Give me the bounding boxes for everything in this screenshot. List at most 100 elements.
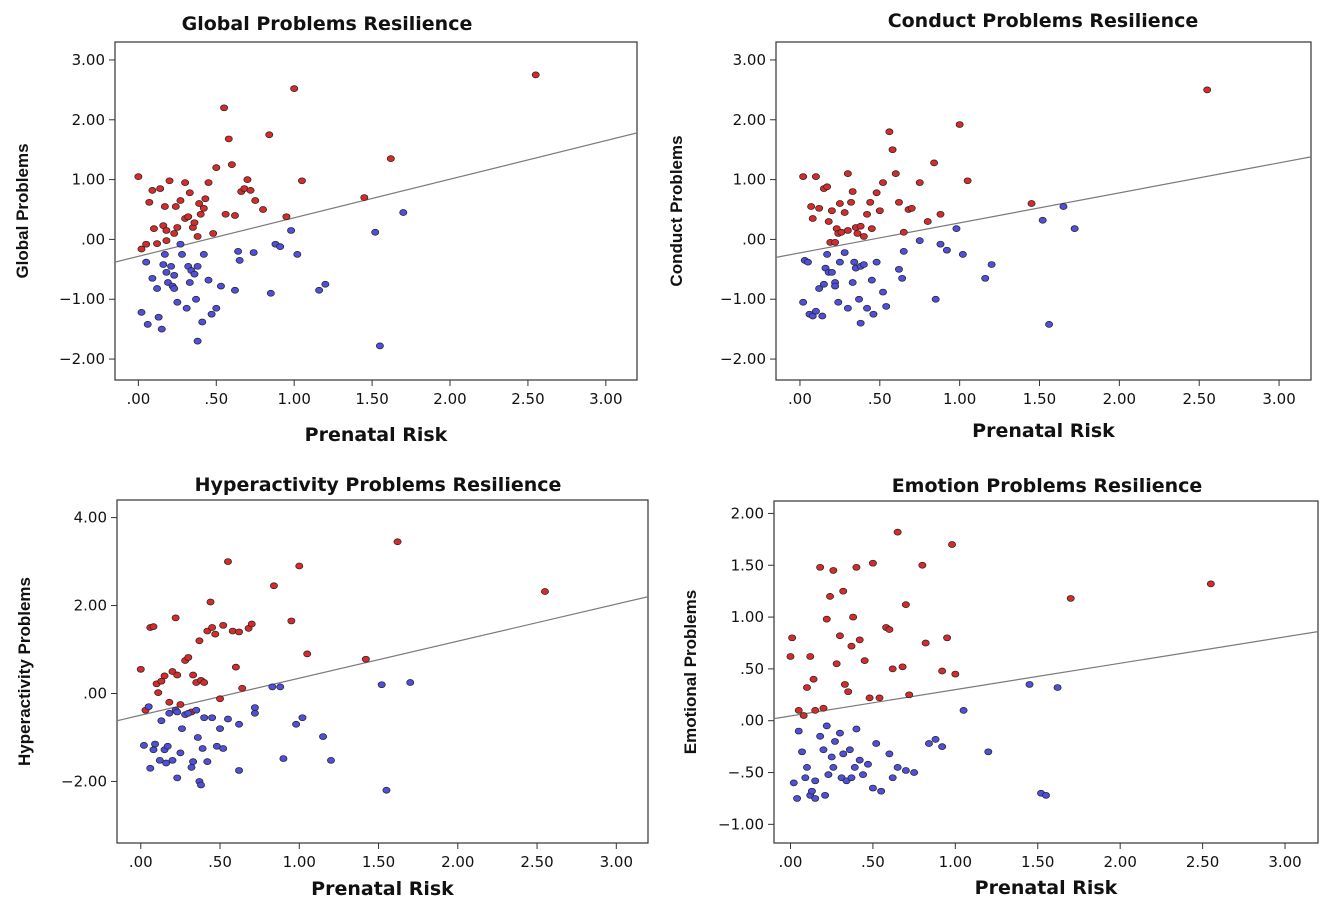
blue-data-point — [931, 736, 940, 743]
red-data-point — [298, 177, 306, 185]
blue-data-point — [268, 683, 277, 691]
red-data-point — [786, 653, 795, 660]
red-data-point — [867, 225, 876, 232]
blue-data-point — [157, 325, 166, 333]
red-data-point — [201, 195, 210, 203]
blue-data-point — [815, 285, 824, 292]
blue-data-point — [885, 750, 894, 758]
red-data-point — [181, 179, 190, 186]
x-tick-label: 2.00 — [1103, 390, 1136, 408]
red-data-point — [238, 684, 247, 692]
blue-data-point — [859, 771, 867, 778]
y-axis-label: Hyperactivity Problems — [15, 577, 34, 766]
blue-data-point — [162, 268, 171, 276]
regression-fit-line — [776, 156, 1311, 258]
chart-global-problems: Global Problems Resilience 3.00 2.00 1.00 .0… — [0, 0, 661, 450]
blue-data-point — [170, 285, 179, 292]
blue-data-point — [789, 779, 798, 787]
red-data-point — [393, 538, 402, 546]
plot-area-frame — [114, 41, 638, 381]
x-tick-label: 1.00 — [939, 853, 972, 871]
red-data-point — [541, 588, 549, 595]
red-data-point — [206, 598, 215, 606]
x-tick-label: .00 — [779, 853, 803, 871]
red-data-point — [221, 210, 230, 218]
blue-data-point — [845, 746, 854, 754]
red-data-point — [136, 665, 145, 673]
x-tick-label: 2.00 — [433, 390, 466, 408]
blue-data-point — [178, 251, 186, 258]
blue-data-point — [173, 774, 182, 782]
red-data-point — [808, 215, 817, 222]
red-data-point — [794, 706, 803, 714]
red-data-point — [1027, 200, 1036, 207]
red-data-point — [849, 613, 858, 621]
red-data-point — [282, 213, 291, 221]
red-data-point — [901, 601, 910, 608]
y-tick-label: 1.00 — [733, 171, 766, 189]
red-data-point — [171, 614, 180, 622]
blue-data-point — [224, 715, 232, 723]
blue-data-point — [959, 706, 968, 714]
blue-data-point — [852, 725, 861, 733]
red-data-point — [247, 620, 256, 628]
red-data-point — [224, 558, 232, 565]
red-data-point — [196, 210, 205, 218]
blue-data-point — [848, 279, 857, 286]
blue-data-point — [235, 720, 244, 728]
x-tick-label: 1.50 — [355, 390, 388, 408]
red-data-point — [865, 694, 874, 702]
blue-data-point — [822, 722, 831, 730]
blue-data-point — [319, 733, 328, 740]
red-data-point — [807, 203, 816, 210]
blue-data-point — [234, 248, 243, 255]
blue-data-point — [173, 298, 182, 306]
red-data-point — [822, 615, 831, 623]
blue-data-point — [899, 248, 908, 255]
red-data-point — [176, 701, 185, 708]
red-data-point — [852, 563, 861, 571]
blue-data-point — [375, 342, 384, 350]
red-data-point — [863, 210, 871, 218]
blue-data-point — [981, 274, 990, 282]
scatter-plot-svg: Emotion Problems Resilience 2.00 1.50 1.00.… — [681, 475, 1319, 899]
red-data-point — [839, 587, 848, 595]
x-tick-label: .00 — [126, 390, 150, 408]
blue-data-point — [190, 270, 199, 278]
blue-data-point — [250, 709, 259, 717]
red-data-point — [184, 654, 193, 661]
red-data-point — [816, 563, 825, 571]
regression-fit-line — [115, 132, 637, 263]
red-data-point — [386, 155, 395, 163]
red-data-point — [885, 128, 894, 136]
y-tick-label: −1.00 — [718, 815, 764, 833]
red-data-point — [824, 218, 833, 225]
red-data-point — [835, 632, 844, 640]
blue-data-point — [159, 261, 168, 268]
x-tick-label: 2.00 — [441, 853, 474, 871]
blue-data-point — [824, 771, 833, 778]
red-data-point — [1203, 86, 1212, 94]
chart-emotion-problems: Emotion Problems Resilience 2.00 1.50 1.00.… — [661, 450, 1323, 901]
y-tick-label: 4.00 — [74, 509, 107, 527]
red-data-point — [951, 670, 960, 678]
red-data-point — [859, 233, 868, 240]
red-data-point — [963, 177, 972, 185]
red-data-point — [160, 672, 169, 680]
y-tick-label: 2.00 — [74, 597, 107, 615]
x-axis-label: Prenatal Risk — [305, 424, 448, 446]
red-data-point — [531, 71, 540, 79]
red-data-point — [827, 207, 836, 215]
blue-data-point — [895, 265, 903, 273]
red-data-point — [269, 582, 278, 590]
x-tick-label: 3.00 — [589, 390, 622, 408]
red-data-point — [204, 179, 213, 186]
blue-data-point — [139, 742, 148, 749]
y-tick-label: 1.00 — [72, 171, 105, 189]
blue-data-point — [931, 295, 940, 303]
red-data-point — [856, 222, 865, 230]
blue-data-point — [189, 758, 198, 765]
x-tick-label: 2.50 — [520, 853, 553, 871]
blue-data-point — [212, 304, 221, 312]
blue-data-point — [399, 209, 408, 216]
